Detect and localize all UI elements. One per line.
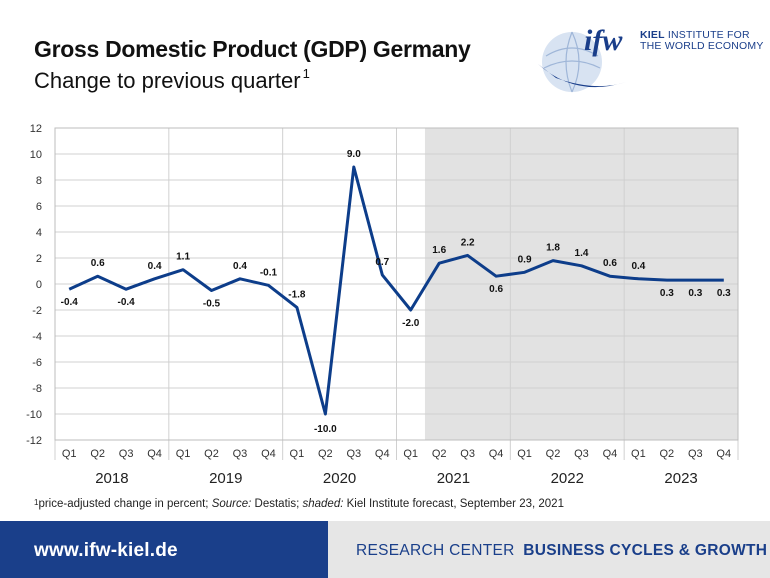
y-tick-label: -2 (32, 305, 42, 317)
x-tick-label: Q1 (290, 448, 305, 460)
x-tick-label: Q2 (204, 448, 219, 460)
x-tick-label: Q4 (489, 448, 504, 460)
ifw-globe-logo-icon: ifw (538, 24, 626, 93)
footnote-text-b: Destatis; (251, 498, 303, 510)
year-label: 2021 (437, 470, 470, 487)
data-label: 0.6 (91, 258, 105, 269)
data-label: 1.4 (575, 248, 589, 259)
logo-mark: ifw (584, 24, 623, 57)
logo-line2: THE WORLD ECONOMY (640, 40, 764, 52)
data-label: 0.3 (717, 288, 731, 299)
footer-research-center: RESEARCH CENTER BUSINESS CYCLES & GROWTH (356, 542, 767, 560)
plot-frame (54, 127, 739, 441)
x-tick-label: Q2 (546, 448, 561, 460)
data-label: -0.4 (118, 297, 136, 308)
chart-title: Gross Domestic Product (GDP) Germany (34, 36, 471, 62)
data-label: 0.4 (148, 261, 162, 272)
data-label: -0.5 (203, 299, 221, 310)
data-label: 0.6 (603, 258, 617, 269)
x-tick-label: Q2 (318, 448, 333, 460)
year-label: 2019 (209, 470, 242, 487)
footnote-shaded-label: shaded: (302, 498, 344, 510)
x-tick-label: Q4 (716, 448, 731, 460)
data-label: -10.0 (314, 424, 337, 435)
year-label: 2022 (551, 470, 584, 487)
x-tick-label: Q3 (233, 448, 248, 460)
year-label: 2018 (95, 470, 128, 487)
x-tick-label: Q3 (688, 448, 703, 460)
footnote-source-label: Source: (211, 498, 252, 510)
data-label: 0.4 (233, 261, 247, 272)
chart-subtitle: Change to previous quarter 1 (34, 66, 310, 94)
data-label: 0.3 (660, 288, 674, 299)
y-tick-label: 6 (36, 201, 42, 213)
gdp-line-chart: 12 10 8 6 4 2 0 -2 -4 -6 -8 -10 -12 Q1 Q2 Q3 Q4 Q1 Q2 Q3 Q4 Q… (26, 123, 739, 487)
y-tick-label: 8 (36, 175, 42, 187)
x-tick-label: Q4 (147, 448, 162, 460)
x-tick-label: Q1 (631, 448, 646, 460)
x-tick-label: Q3 (346, 448, 361, 460)
x-tick-label: Q1 (176, 448, 191, 460)
footnote-text-a: price-adjusted change in percent; (38, 498, 212, 510)
x-tick-label: Q3 (119, 448, 134, 460)
footer-url-link[interactable]: www.ifw-kiel.de (34, 540, 178, 561)
y-tick-label: 4 (36, 227, 42, 239)
x-tick-label: Q2 (660, 448, 675, 460)
subtitle-footnote-marker: 1 (302, 66, 310, 81)
footnote-marker: 1 (34, 498, 39, 507)
footnote: 1price-adjusted change in percent; Sourc… (34, 498, 564, 510)
gdp-series-line (68, 165, 724, 416)
y-tick-label: 10 (30, 149, 42, 161)
x-tick-label: Q1 (403, 448, 418, 460)
x-tick-label: Q3 (574, 448, 589, 460)
y-tick-label: -6 (32, 357, 42, 369)
x-tick-label: Q4 (603, 448, 618, 460)
data-label: 0.9 (518, 254, 532, 265)
y-tick-label: -10 (26, 409, 42, 421)
logo-line1-bold: KIEL (640, 29, 665, 41)
subtitle-text: Change to previous quarter (34, 68, 301, 93)
year-label: 2020 (323, 470, 356, 487)
department-label: BUSINESS CYCLES & GROWTH (523, 542, 768, 559)
x-tick-label: Q2 (90, 448, 105, 460)
data-label: -0.4 (61, 297, 79, 308)
x-tick-label: Q1 (62, 448, 77, 460)
x-tick-label: Q1 (517, 448, 532, 460)
data-label: -2.0 (402, 318, 420, 329)
data-label: 1.1 (176, 252, 190, 263)
x-tick-label: Q3 (460, 448, 475, 460)
logo-line1-rest: INSTITUTE FOR (664, 29, 750, 41)
y-tick-label: -12 (26, 435, 42, 447)
x-tick-label: Q2 (432, 448, 447, 460)
research-center-label: RESEARCH CENTER (356, 542, 515, 559)
data-label: -1.8 (288, 289, 306, 300)
logo-wordmark: KIEL INSTITUTE FOR THE WORLD ECONOMY (640, 30, 764, 52)
data-label: 0.4 (631, 261, 645, 272)
footnote-text-c: Kiel Institute forecast, September 23, 2… (343, 498, 564, 510)
y-tick-label: -8 (32, 383, 42, 395)
footer-left-band (0, 521, 328, 578)
y-tick-label: 2 (36, 253, 42, 265)
data-label: 1.6 (432, 245, 446, 256)
y-tick-label: -4 (32, 331, 42, 343)
data-label: 2.2 (461, 237, 475, 248)
x-tick-label: Q4 (261, 448, 276, 460)
x-tick-label: Q4 (375, 448, 390, 460)
data-label: 0.3 (688, 288, 702, 299)
data-label: 0.6 (489, 284, 503, 295)
y-tick-label: 12 (30, 123, 42, 135)
data-label: -0.1 (260, 267, 278, 278)
year-label: 2023 (664, 470, 697, 487)
y-tick-label: 0 (36, 279, 42, 291)
footer-right-band (328, 521, 770, 578)
data-label: 9.0 (347, 149, 361, 160)
data-label: 0.7 (375, 257, 389, 268)
data-label: 1.8 (546, 243, 560, 254)
